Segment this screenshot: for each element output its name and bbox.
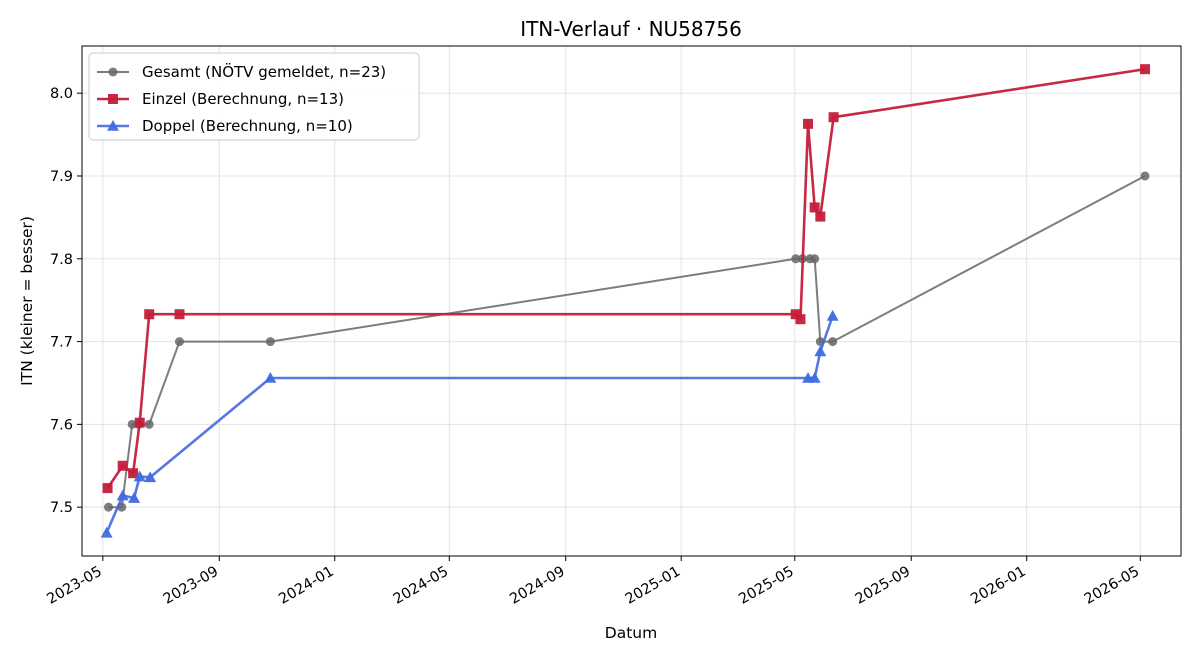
data-point: [828, 337, 838, 347]
data-point: [174, 337, 184, 347]
data-point: [100, 526, 113, 538]
data-point: [128, 468, 139, 479]
legend-swatch-marker: [108, 67, 118, 77]
y-tick-label: 7.8: [50, 252, 73, 268]
series-line: [105, 315, 834, 534]
chart-title: ITN-Verlauf · NU58756: [520, 17, 742, 41]
data-point: [828, 112, 839, 123]
series-2: [102, 64, 1151, 494]
data-point: [144, 419, 154, 429]
legend: Gesamt (NÖTV gemeldet, n=23) Einzel (Bere…: [88, 52, 420, 141]
legend-swatch-marker: [108, 94, 118, 104]
legend-item: Gesamt (NÖTV gemeldet, n=23): [97, 62, 386, 81]
data-point: [809, 202, 820, 213]
data-point: [144, 309, 155, 320]
y-tick-label: 7.9: [50, 169, 73, 185]
data-point: [128, 492, 141, 503]
y-tick-label: 7.7: [50, 335, 73, 351]
data-point: [134, 417, 145, 428]
data-point: [814, 345, 827, 357]
data-point: [1140, 171, 1150, 181]
data-point: [116, 489, 129, 501]
legend-swatch-marker: [107, 120, 119, 131]
legend-label: Einzel (Berechnung, n=13): [142, 90, 344, 108]
data-point: [144, 471, 157, 483]
data-point: [174, 309, 185, 320]
legend-label: Gesamt (NÖTV gemeldet, n=23): [142, 62, 386, 81]
y-tick-label: 7.6: [50, 417, 73, 433]
series-3: [100, 309, 839, 538]
data-point: [803, 118, 814, 129]
plot-series: [100, 64, 1151, 538]
data-point: [815, 211, 826, 222]
x-axis-title: Datum: [605, 624, 657, 642]
y-axis-ticks: 7.5 7.6 7.7 7.8 7.9 8.0: [50, 86, 82, 516]
data-point: [117, 460, 128, 471]
data-point: [265, 337, 275, 347]
legend-label: Doppel (Berechnung, n=10): [142, 117, 353, 135]
data-point: [795, 314, 806, 325]
data-point: [102, 483, 113, 494]
series-1: [104, 171, 1150, 512]
y-tick-label: 8.0: [50, 86, 73, 102]
plot-frame: [81, 45, 1182, 557]
data-point: [104, 502, 114, 512]
y-tick-label: 7.5: [50, 500, 73, 516]
data-point: [791, 254, 801, 264]
data-point: [1140, 64, 1151, 75]
y-axis-title: ITN (kleiner = besser): [18, 216, 36, 386]
data-point: [808, 371, 821, 383]
legend-item: Einzel (Berechnung, n=13): [97, 90, 344, 108]
legend-item: Doppel (Berechnung, n=10): [97, 117, 353, 135]
data-point: [810, 254, 820, 264]
legend-box: [88, 52, 420, 141]
data-point: [264, 371, 277, 383]
data-point: [127, 419, 137, 429]
data-point: [133, 470, 146, 482]
data-point: [826, 309, 839, 321]
